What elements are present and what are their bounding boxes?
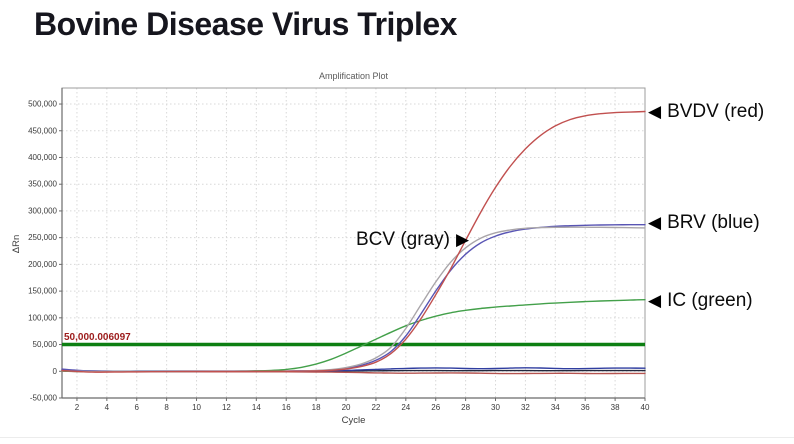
curve-bvdv bbox=[61, 110, 646, 373]
x-tick-label: 4 bbox=[105, 403, 110, 412]
annotation-bvdv: ◀ BVDV (red) bbox=[648, 101, 764, 123]
y-tick-label: 450,000 bbox=[28, 126, 57, 135]
y-tick-label: 100,000 bbox=[28, 313, 57, 322]
annotation-label: BRV (blue) bbox=[667, 212, 760, 233]
y-tick-label: 200,000 bbox=[28, 260, 57, 269]
x-tick-label: 2 bbox=[75, 403, 80, 412]
x-tick-label: 34 bbox=[551, 403, 560, 412]
x-tick-label: 28 bbox=[461, 403, 470, 412]
x-axis-title: Cycle bbox=[341, 415, 366, 426]
y-tick-label: -50,000 bbox=[30, 394, 58, 403]
y-tick-label: 50,000 bbox=[33, 340, 58, 349]
annotation-brv: ◀ BRV (blue) bbox=[648, 212, 760, 234]
y-tick-label: 150,000 bbox=[28, 287, 57, 296]
x-tick-label: 30 bbox=[491, 403, 500, 412]
chart-title: Amplification Plot bbox=[318, 71, 389, 81]
annotation-label: IC (green) bbox=[667, 290, 753, 311]
y-tick-label: 0 bbox=[53, 367, 58, 376]
x-tick-label: 26 bbox=[431, 403, 440, 412]
tick-labels: 500,000450,000400,000350,000300,000250,0… bbox=[28, 100, 650, 412]
x-tick-label: 12 bbox=[222, 403, 231, 412]
x-tick-label: 14 bbox=[252, 403, 261, 412]
plot-border-and-axes bbox=[61, 87, 646, 399]
x-tick-label: 22 bbox=[371, 403, 380, 412]
x-tick-label: 36 bbox=[581, 403, 590, 412]
x-tick-label: 18 bbox=[312, 403, 321, 412]
x-tick-label: 16 bbox=[282, 403, 291, 412]
arrow-left-icon: ◀ bbox=[648, 101, 662, 122]
threshold-value-label: 50,000.006097 bbox=[64, 331, 131, 343]
x-tick-label: 32 bbox=[521, 403, 530, 412]
x-tick-label: 10 bbox=[192, 403, 201, 412]
x-tick-label: 20 bbox=[342, 403, 351, 412]
y-tick-label: 300,000 bbox=[28, 206, 57, 215]
annotation-ic: ◀ IC (green) bbox=[648, 290, 753, 312]
x-tick-label: 40 bbox=[641, 403, 650, 412]
annotation-label: BCV (gray) bbox=[356, 229, 450, 250]
curve-ic bbox=[61, 299, 646, 373]
y-tick-label: 500,000 bbox=[28, 100, 57, 109]
arrow-left-icon: ◀ bbox=[648, 212, 662, 233]
page-title: Bovine Disease Virus Triplex bbox=[34, 6, 457, 42]
y-tick-label: 400,000 bbox=[28, 153, 57, 162]
gridlines bbox=[62, 88, 646, 399]
x-tick-label: 6 bbox=[135, 403, 140, 412]
arrow-left-icon: ◀ bbox=[648, 290, 662, 311]
x-tick-label: 38 bbox=[611, 403, 620, 412]
y-tick-label: 250,000 bbox=[28, 233, 57, 242]
arrow-right-icon: ▶ bbox=[455, 229, 470, 250]
annotation-label: BVDV (red) bbox=[667, 101, 765, 122]
amplification-curves bbox=[61, 110, 646, 375]
x-tick-label: 24 bbox=[401, 403, 410, 412]
y-tick-label: 350,000 bbox=[28, 180, 57, 189]
x-tick-label: 8 bbox=[164, 403, 169, 412]
annotation-bcv: BCV (gray) ▶ bbox=[356, 229, 469, 251]
bottom-divider bbox=[0, 437, 794, 438]
